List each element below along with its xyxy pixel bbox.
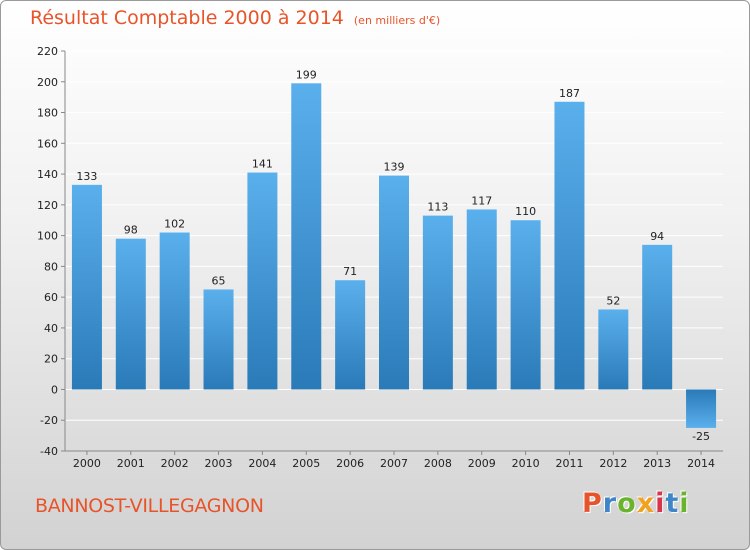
bar-2000[interactable]: [71, 184, 102, 390]
axis-layer: -40 -20 0 20 40 60 80 100 120 140 160 180 200 220 2000…: [37, 45, 723, 470]
x-tick-label: 2013: [643, 457, 671, 470]
y-tick-label: 0: [51, 383, 58, 396]
x-tick-label: 2008: [424, 457, 452, 470]
brand-letter: x: [636, 488, 656, 519]
bar-layer: [71, 83, 717, 428]
x-tick-label: 2001: [117, 457, 145, 470]
y-tick-label: 200: [37, 76, 58, 89]
brand-letter: o: [617, 488, 637, 519]
bar-2001[interactable]: [115, 238, 146, 390]
y-tick-label: 100: [37, 230, 58, 243]
data-label-2007: 139: [384, 161, 405, 174]
y-tick-label: -20: [40, 414, 58, 427]
data-label-2003: 65: [212, 274, 226, 287]
data-label-2000: 133: [76, 170, 97, 183]
bar-2004[interactable]: [247, 172, 278, 390]
y-tick-label: 40: [44, 322, 58, 335]
bar-2003[interactable]: [203, 289, 234, 390]
bar-2011[interactable]: [554, 101, 585, 390]
bar-2010[interactable]: [510, 220, 541, 390]
y-tick-label: 220: [37, 45, 58, 58]
label-layer: 133 98 102 65 141 199 71 139 113 117 110 187 52 94 -25: [76, 68, 710, 443]
x-tick-label: 2005: [292, 457, 320, 470]
data-label-2001: 98: [124, 224, 138, 237]
brand-letter: r: [602, 488, 618, 519]
y-tick-label: 180: [37, 107, 58, 120]
bar-2008[interactable]: [422, 215, 453, 390]
y-tick-label: 120: [37, 199, 58, 212]
bar-2006[interactable]: [335, 280, 366, 390]
bar-2014[interactable]: [686, 389, 717, 428]
data-label-2005: 199: [296, 68, 317, 81]
data-label-2011: 187: [559, 87, 580, 100]
data-label-2004: 141: [252, 158, 273, 171]
data-label-2002: 102: [164, 218, 185, 231]
data-label-2010: 110: [515, 205, 536, 218]
y-tick-label: 20: [44, 353, 58, 366]
data-label-2013: 94: [650, 230, 664, 243]
brand-letter: i: [679, 488, 690, 519]
data-label-2008: 113: [427, 201, 448, 214]
chart-title: Résultat Comptable 2000 à 2014: [30, 7, 344, 29]
y-tick-label: 60: [44, 291, 58, 304]
bar-2007[interactable]: [379, 175, 409, 390]
data-label-2009: 117: [471, 194, 492, 207]
chart-subtitle: (en milliers d'€): [353, 14, 441, 27]
bar-2009[interactable]: [466, 209, 497, 390]
x-tick-label: 2010: [512, 457, 540, 470]
y-tick-label: -40: [40, 445, 58, 458]
x-tick-label: 2002: [161, 457, 189, 470]
chart-header: Résultat Comptable 2000 à 2014 (en millie…: [30, 7, 440, 29]
x-tick-label: 2012: [599, 457, 627, 470]
y-tick-label: 160: [37, 137, 58, 150]
bar-2005[interactable]: [291, 83, 322, 390]
y-tick-label: 140: [37, 168, 58, 181]
x-tick-label: 2014: [687, 457, 715, 470]
brand-letter: P: [582, 488, 603, 519]
x-tick-label: 2011: [555, 457, 583, 470]
x-tick-label: 2004: [248, 457, 276, 470]
bar-2012[interactable]: [598, 309, 629, 390]
data-label-2012: 52: [606, 294, 620, 307]
brand-letter: i: [655, 488, 666, 519]
data-label-2014: -25: [692, 430, 710, 443]
brand-logo[interactable]: Proxiti: [582, 488, 690, 519]
bar-2013[interactable]: [642, 244, 673, 390]
x-tick-label: 2009: [468, 457, 496, 470]
x-tick-label: 2007: [380, 457, 408, 470]
y-tick-label: 80: [44, 260, 58, 273]
data-label-2006: 71: [343, 265, 357, 278]
commune-name: BANNOST-VILLEGAGNON: [35, 495, 264, 517]
brand-letter: t: [665, 488, 680, 519]
x-tick-label: 2003: [205, 457, 233, 470]
x-tick-label: 2000: [73, 457, 101, 470]
x-tick-label: 2006: [336, 457, 364, 470]
bar-2002[interactable]: [159, 232, 190, 390]
